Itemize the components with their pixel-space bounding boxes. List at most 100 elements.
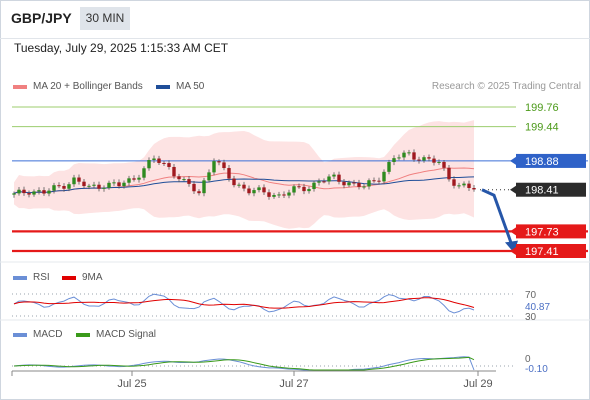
price-level-pointer bbox=[510, 247, 516, 255]
candle-body bbox=[402, 152, 406, 158]
candle-body bbox=[82, 181, 86, 187]
macd-signal-line bbox=[13, 356, 475, 371]
candle-body bbox=[47, 190, 51, 194]
candle-body bbox=[172, 166, 176, 177]
timestamp: Tuesday, July 29, 2025 1:15:33 AM CET bbox=[14, 41, 229, 55]
candle-body bbox=[257, 187, 261, 191]
rsi-swatch bbox=[13, 275, 27, 280]
projection-arrow bbox=[481, 188, 514, 246]
candle-body bbox=[297, 186, 301, 188]
candle-body bbox=[202, 180, 206, 194]
candle-body bbox=[222, 162, 226, 169]
candle-body bbox=[157, 158, 161, 163]
rsi-line bbox=[13, 293, 475, 314]
chart-header: GBP/JPY 30 MIN bbox=[0, 0, 590, 39]
candle-body bbox=[232, 178, 236, 186]
candle-body bbox=[192, 183, 196, 192]
candle-body bbox=[387, 162, 391, 172]
price-level-label: 198.41 bbox=[525, 185, 559, 197]
candle-body bbox=[262, 187, 266, 193]
price-level-label: 197.41 bbox=[525, 246, 559, 258]
candle-body bbox=[407, 152, 411, 154]
macd-signal-swatch bbox=[76, 332, 90, 337]
price-level-pointer bbox=[510, 156, 516, 165]
candle-body bbox=[307, 189, 311, 192]
candle-body bbox=[322, 181, 326, 183]
candle-body bbox=[457, 185, 461, 187]
candle-body bbox=[317, 181, 321, 183]
candle-body bbox=[17, 189, 21, 194]
legend-rsi-ma: 9MA bbox=[62, 272, 103, 283]
candle-body bbox=[422, 157, 426, 161]
candle-body bbox=[327, 176, 331, 182]
candle-body bbox=[62, 186, 66, 189]
candle-body bbox=[162, 162, 166, 164]
candle-body bbox=[342, 181, 346, 186]
rsi-30-label: 30 bbox=[525, 312, 537, 323]
candle-body bbox=[12, 193, 16, 195]
candle-body bbox=[117, 182, 121, 187]
candle-body bbox=[412, 152, 416, 160]
candle-body bbox=[397, 157, 401, 159]
candle-body bbox=[27, 193, 31, 195]
legend-bollinger-label: MA 20 + Bollinger Bands bbox=[33, 81, 143, 92]
candle-body bbox=[362, 186, 366, 188]
price-level-label: 199.76 bbox=[525, 102, 559, 114]
candle-body bbox=[92, 184, 96, 186]
legend-bollinger: MA 20 + Bollinger Bands bbox=[13, 81, 143, 92]
legend-ma50: MA 50 bbox=[156, 81, 204, 92]
candle-body bbox=[152, 158, 156, 161]
rsi-value-bg bbox=[519, 300, 559, 312]
candle-body bbox=[132, 178, 136, 180]
candle-body bbox=[452, 179, 456, 186]
candle-body bbox=[377, 180, 381, 182]
timeframe-badge[interactable]: 30 MIN bbox=[80, 7, 130, 30]
candle-body bbox=[382, 171, 386, 182]
legend-rsi-label: RSI bbox=[33, 272, 50, 283]
candle-body bbox=[197, 191, 201, 194]
macd-zero-label: 0 bbox=[525, 354, 531, 365]
candle-body bbox=[272, 195, 276, 197]
candle-body bbox=[302, 186, 306, 192]
macd-value-label: -0.10 bbox=[525, 364, 548, 375]
candle-body bbox=[212, 161, 216, 173]
legend-macd-signal: MACD Signal bbox=[76, 329, 156, 340]
candle-body bbox=[122, 182, 126, 187]
candle-body bbox=[147, 160, 151, 169]
candle-body bbox=[277, 194, 281, 196]
candle-body bbox=[177, 176, 181, 180]
candle-body bbox=[57, 185, 61, 187]
candle-body bbox=[37, 190, 41, 192]
candle-body bbox=[347, 182, 351, 186]
candle-body bbox=[137, 177, 141, 180]
price-level-tag bbox=[516, 244, 586, 258]
candle-body bbox=[447, 167, 451, 180]
credit-text: Research © 2025 Trading Central bbox=[431, 81, 581, 92]
macd-line bbox=[13, 356, 475, 371]
candle-body bbox=[417, 159, 421, 161]
candle-body bbox=[112, 182, 116, 184]
candle-body bbox=[142, 168, 146, 178]
candle-body bbox=[182, 179, 186, 181]
candle-body bbox=[372, 180, 376, 182]
candle-body bbox=[352, 182, 356, 184]
candle-body bbox=[237, 184, 241, 186]
candle-body bbox=[267, 192, 271, 197]
candle-body bbox=[432, 158, 436, 163]
price-level-pointer bbox=[510, 185, 516, 194]
candle-body bbox=[87, 185, 91, 187]
candle-body bbox=[217, 161, 221, 163]
price-level-tag bbox=[516, 182, 586, 197]
candle-body bbox=[427, 157, 431, 159]
candle-body bbox=[42, 190, 46, 194]
candle-body bbox=[167, 163, 171, 167]
legend-macd-signal-label: MACD Signal bbox=[96, 329, 157, 340]
candle-body bbox=[437, 161, 441, 163]
rsi-70-label: 70 bbox=[525, 290, 537, 301]
candle-body bbox=[207, 172, 211, 181]
candle-body bbox=[187, 179, 191, 184]
candle-body bbox=[77, 177, 81, 182]
candle-body bbox=[467, 183, 471, 188]
legend-macd-label: MACD bbox=[33, 329, 63, 340]
